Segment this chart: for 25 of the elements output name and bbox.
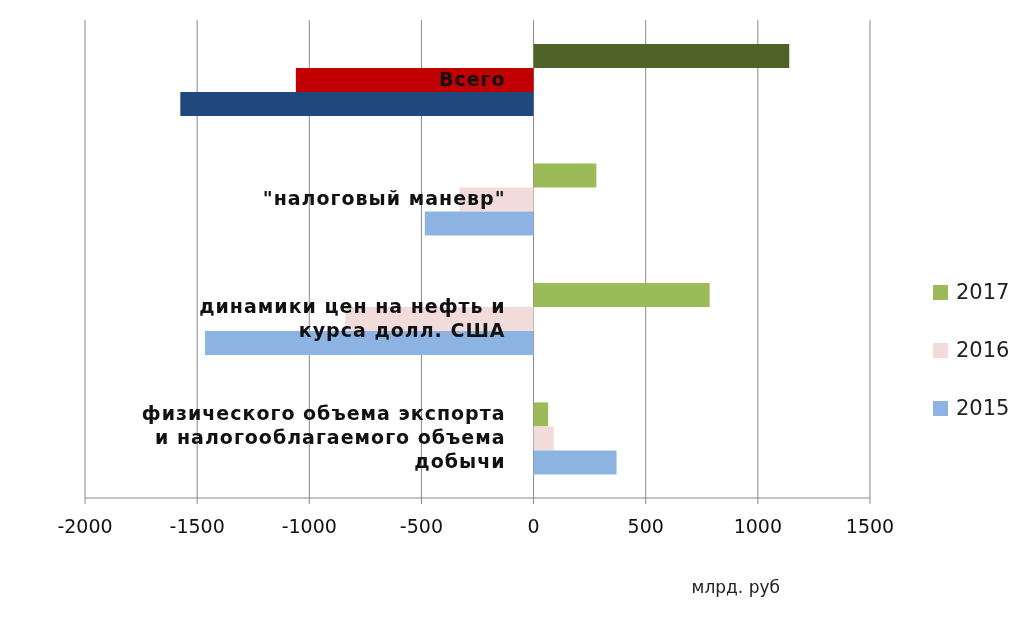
x-tick-label: 500 (627, 515, 664, 538)
x-tick-label: -2000 (57, 515, 113, 538)
legend-label: 2016 (956, 338, 1010, 362)
bar (533, 426, 554, 451)
y-tick-label: динамики цен на нефть и курса долл. США (199, 294, 506, 341)
bar (533, 402, 549, 427)
x-tick-label: -1500 (169, 515, 225, 538)
bar (533, 450, 617, 475)
y-tick-label: физического объема экспорта и налогооблагаемого объема добычи (141, 401, 506, 472)
x-tick-label: 1500 (845, 515, 895, 538)
legend-label: 2017 (956, 280, 1010, 304)
bar (533, 282, 710, 307)
bar (533, 43, 790, 68)
bar (533, 163, 597, 188)
x-tick-label: 0 (527, 515, 540, 538)
bar (424, 211, 534, 236)
x-tick-label: -500 (399, 515, 443, 538)
x-tick-label: 1000 (733, 515, 783, 538)
bar (180, 91, 534, 116)
legend-label: 2015 (956, 396, 1010, 420)
x-axis-title: млрд. руб (691, 577, 780, 597)
y-tick-label: Всего (438, 67, 506, 90)
y-tick-label: "налоговый маневр" (262, 186, 506, 209)
bar (295, 67, 534, 92)
x-tick-label: -1000 (281, 515, 337, 538)
